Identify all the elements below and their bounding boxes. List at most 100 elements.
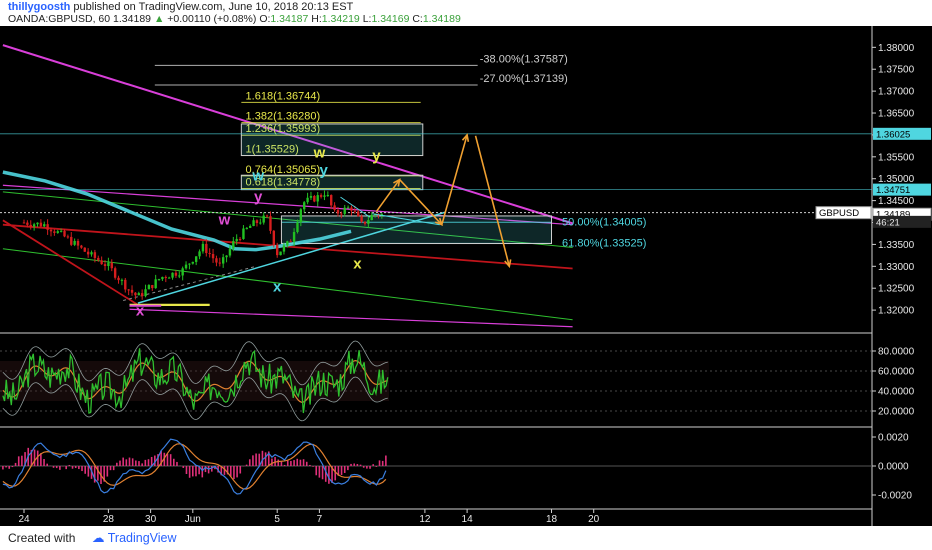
magenta-trendline [2,44,573,225]
candle-body [137,293,140,296]
rsi-upper-band [2,340,388,386]
candle-body [309,196,313,198]
projection-arrow-head [504,259,512,269]
price-change: +0.00110 (+0.08%) [167,13,257,25]
fib-level-label: 1.236(1.35993) [246,123,321,135]
candle-body [208,253,211,255]
candle-body [303,202,306,210]
macd-signal-line [2,443,387,490]
fib-level-label: 1(1.35529) [246,144,299,156]
price-tick-label: 1.32000 [878,306,915,317]
candle-body [255,220,259,224]
wave-label: x [353,255,362,272]
candle-body [259,222,262,224]
candle-body [218,262,222,264]
chart-area[interactable]: -38.00%(1.37587) -27.00%(1.37139) 1.618(1.… [0,26,932,526]
drawing-layer: -38.00%(1.37587) -27.00%(1.37139) 1.618(1.… [0,44,872,328]
candle-body [124,279,127,290]
rsi-band [0,361,390,401]
fib-level-label: 1.382(1.36280) [246,111,321,123]
wave-label: y [319,162,328,179]
candle-body [76,240,80,246]
candle-body [178,275,181,277]
created-with-text: Created with [8,531,76,545]
macd-tick-label: -0.0020 [878,491,912,502]
macd-pane: 0.0020 0.0000 -0.0020 [0,433,912,502]
candle-body [194,256,198,262]
candle-body [49,229,53,232]
published-text: published on TradingView.com, June 10, 2… [73,1,354,13]
low-label: L: [362,13,372,25]
candle-body [66,236,70,238]
wave-label: w [218,212,231,229]
symbol-line: OANDA:GBPUSD, 60 1.34189 ▲ +0.00110 (+0.… [8,13,461,25]
candle-body [343,207,346,214]
time-tick-label: 18 [546,514,558,525]
candle-body [333,205,336,210]
projection-arrow [441,134,468,225]
candle-body [363,221,367,224]
macd-line [2,438,387,495]
candle-body [330,195,333,206]
price-tag-label: GBPUSD [819,208,859,219]
wave-label: w [251,167,264,184]
publish-line: thillygoosth published on TradingView.co… [8,1,353,13]
candle-body [306,197,309,203]
candle-body [154,279,157,289]
time-tick-label: 5 [274,514,280,525]
symbol-label: OANDA:GBPUSD, 60 [8,13,111,25]
open-value: 1.34187 [270,13,309,25]
magenta-parallel-line [2,184,573,226]
candle-body [53,231,56,233]
candle-body [357,211,360,217]
candle-body [289,241,292,243]
candle-body [97,257,100,261]
candle-body [367,220,370,224]
chart-background [0,26,932,526]
candle-body [205,243,208,254]
candle-body [36,222,39,225]
candle-body [188,263,191,265]
magenta-lower-line [129,308,573,328]
candle-body [323,195,326,197]
candle-body [171,272,174,278]
rsi-line [2,348,389,414]
candle-body [269,216,272,231]
candle-body [134,292,137,296]
candle-body [113,268,117,278]
price-tick-label: 1.36500 [878,109,915,120]
candle-body [26,222,29,225]
candle-body [117,277,120,281]
cyan-trendline [137,211,447,304]
cyan-projection [372,213,440,226]
candle-body [93,252,97,258]
candle-body [228,248,232,256]
author-link[interactable]: thillygoosth [8,1,71,13]
candle-body [326,195,330,197]
price-axis: 1.380001.375001.370001.365001.360001.355… [815,43,932,317]
candle-body [181,268,184,276]
candle-body [245,227,249,229]
candle-body [198,251,201,257]
macd-tick-label: 0.0000 [878,462,909,473]
chart-canvas[interactable]: -38.00%(1.37587) -27.00%(1.37139) 1.618(1.… [0,26,932,526]
red-trendline-lower [2,219,139,306]
candle-body [144,289,147,297]
rsi-lower-band [2,376,388,422]
candle-body [107,262,110,267]
candle-body [211,253,215,259]
fib-level-label: 0.618(1.34778) [246,176,321,188]
candle-body [39,222,43,227]
candle-body [316,195,319,202]
time-tick-label: 12 [419,514,431,525]
candle-body [22,222,26,224]
candle-body [147,285,151,290]
price-tag-label: 1.34751 [876,185,910,196]
macd-tick-label: 0.0020 [878,433,909,444]
fib-level-label: 0.764(1.35065) [246,164,321,176]
tradingview-logo[interactable]: ☁ TradingView [92,531,177,545]
candle-body [174,272,178,276]
price-tick-label: 1.33500 [878,240,915,251]
candle-body [296,222,299,233]
candle-body [370,215,373,221]
